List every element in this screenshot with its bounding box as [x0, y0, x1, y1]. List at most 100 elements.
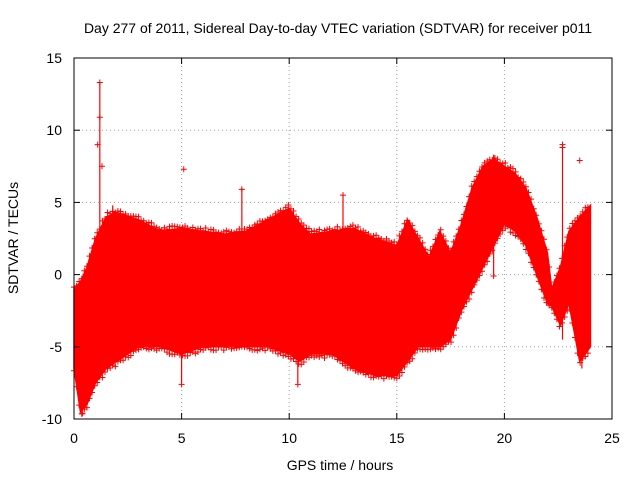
edge-point — [538, 227, 545, 234]
edge-point — [336, 227, 343, 234]
edge-point — [380, 375, 387, 382]
edge-point — [375, 235, 382, 242]
edge-point — [254, 220, 261, 227]
edge-point — [280, 352, 287, 359]
edge-point — [520, 178, 527, 185]
edge-point — [530, 205, 537, 212]
edge-point — [86, 253, 93, 260]
edge-point — [362, 229, 369, 236]
y-tick-label: 5 — [54, 194, 62, 210]
edge-point — [305, 225, 312, 232]
edge-point — [460, 303, 467, 310]
edge-point — [114, 358, 121, 365]
edge-point — [391, 374, 398, 381]
edge-point — [156, 226, 163, 233]
edge-point — [450, 238, 457, 245]
edge-point — [409, 222, 416, 229]
edge-point — [81, 406, 88, 413]
data-points — [71, 79, 592, 417]
edge-point — [528, 259, 535, 266]
edge-point — [184, 352, 191, 359]
edge-point — [101, 368, 108, 375]
edge-point — [228, 345, 235, 352]
x-axis-label: GPS time / hours — [287, 457, 394, 473]
edge-point — [78, 275, 85, 282]
edge-point — [316, 226, 323, 233]
edge-point — [293, 213, 300, 220]
edge-point — [463, 298, 470, 305]
edge-point — [311, 227, 318, 234]
edge-point — [81, 267, 88, 274]
edge-point — [556, 265, 563, 272]
edge-point — [401, 363, 408, 370]
edge-point — [530, 264, 537, 271]
edge-point — [571, 217, 578, 224]
edge-point — [76, 278, 83, 285]
edge-point — [494, 235, 501, 242]
edge-point — [130, 348, 137, 355]
edge-point — [78, 410, 85, 417]
edge-point — [120, 357, 127, 364]
outlier-point — [576, 157, 583, 164]
edge-point — [277, 349, 284, 356]
edge-point — [220, 228, 227, 235]
edge-point — [89, 389, 96, 396]
edge-point — [148, 219, 155, 226]
edge-point — [202, 225, 209, 232]
edge-point — [445, 338, 452, 345]
edge-point — [94, 379, 101, 386]
edge-point — [347, 223, 354, 230]
edge-point — [331, 226, 338, 233]
edge-point — [295, 216, 302, 223]
edge-point — [401, 220, 408, 227]
edge-point — [435, 231, 442, 238]
edge-point — [494, 156, 501, 163]
edge-point — [311, 354, 318, 361]
edge-point — [528, 196, 535, 203]
chart-title: Day 277 of 2011, Sidereal Day-to-day VTE… — [84, 20, 592, 36]
edge-point — [378, 372, 385, 379]
edge-point — [91, 235, 98, 242]
edge-point — [225, 228, 232, 235]
edge-point — [584, 350, 591, 357]
y-tick-label: 15 — [46, 50, 62, 66]
edge-point — [566, 225, 573, 232]
edge-point — [435, 345, 442, 352]
edge-point — [244, 344, 251, 351]
edge-point — [329, 227, 336, 234]
edge-point — [437, 346, 444, 353]
edge-point — [262, 347, 269, 354]
edge-point — [491, 155, 498, 162]
edge-point — [256, 346, 263, 353]
edge-point — [336, 357, 343, 364]
edge-point — [213, 229, 220, 236]
outlier-point — [178, 381, 185, 388]
x-tick-label: 15 — [389, 430, 405, 446]
outlier-point — [94, 141, 101, 148]
edge-point — [466, 296, 473, 303]
edge-point — [458, 217, 465, 224]
edge-point — [290, 355, 297, 362]
edge-point — [223, 227, 230, 234]
edge-point — [122, 353, 129, 360]
edge-point — [417, 234, 424, 241]
edge-point — [481, 261, 488, 268]
edge-point — [409, 355, 416, 362]
edge-point — [357, 368, 364, 375]
edge-point — [577, 212, 584, 219]
x-tick-label: 5 — [178, 430, 186, 446]
edge-point — [479, 164, 486, 171]
edge-point — [569, 220, 576, 227]
edge-point — [166, 223, 173, 230]
edge-point — [548, 304, 555, 311]
edge-point — [143, 220, 150, 227]
edge-point — [135, 213, 142, 220]
edge-point — [272, 347, 279, 354]
edge-point — [442, 341, 449, 348]
edge-point — [200, 227, 207, 234]
edge-point — [543, 299, 550, 306]
edge-point — [215, 229, 222, 236]
edge-point — [233, 228, 240, 235]
edge-point — [83, 263, 90, 270]
